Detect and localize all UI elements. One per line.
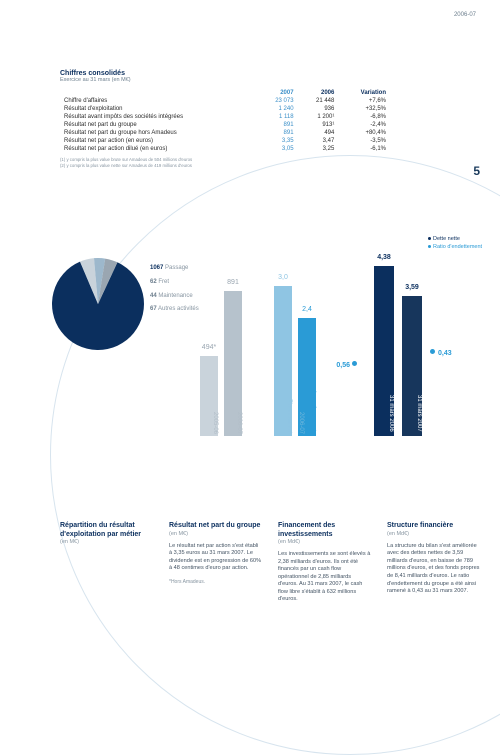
footnote-line: (2) y compris la plus value nette sur Am… [60, 163, 390, 169]
table-cell: 891 [257, 121, 298, 129]
table-cell: 23 073 [257, 97, 298, 105]
table-row: Résultat d'exploitation1 240936+32,5% [60, 105, 390, 113]
column-body: Les investissements se sont élevés à 2,3… [278, 551, 371, 604]
table-col-header [60, 89, 257, 97]
table-cell: 891 [257, 129, 298, 137]
table-row: Résultat net part du groupe hors Amadeus… [60, 129, 390, 137]
text-column: Répartition du résultat d'exploitation p… [60, 522, 153, 604]
column-title: Résultat net part du groupe [169, 522, 262, 530]
bar-year-label: 2006-07 [224, 412, 242, 434]
table-cell: Résultat d'exploitation [60, 105, 257, 113]
table-col-header: 2006 [298, 89, 339, 97]
ratio-dot [352, 361, 357, 366]
column-title: Répartition du résultat d'exploitation p… [60, 522, 153, 539]
bottom-text-columns: Répartition du résultat d'exploitation p… [60, 522, 480, 604]
pie-legend-row: 67 Autres activités [150, 303, 199, 317]
financing-bars: 3,0 Financement 2,4 Investissements2006-… [274, 276, 320, 436]
header-year: 2006-07 [454, 12, 476, 18]
structure-bars: 4,38 31 mars 2006 3,59 31 mars 2007 0,56… [374, 261, 430, 436]
table-title: Chiffres consolidés [60, 70, 390, 77]
column-title: Financement des investissements [278, 522, 371, 539]
bar-value: 3,0 [274, 274, 292, 281]
column-unit: (en M€) [60, 539, 153, 545]
table-cell: 3,25 [298, 145, 339, 153]
table-cell: Résultat net par action dilué (en euros) [60, 145, 257, 153]
bar-year-label: 2005-06 [200, 412, 218, 434]
financial-table: 20072006Variation Chiffre d'affaires23 0… [60, 89, 390, 153]
text-column: Financement des investissements (en Md€)… [278, 522, 371, 604]
table-col-header: Variation [338, 89, 390, 97]
legend-row: Ratio d'endettement [428, 244, 482, 252]
bar-value: 3,59 [402, 284, 422, 291]
table-row: Résultat avant impôts des sociétés intég… [60, 113, 390, 121]
text-column: Structure financière (en Md€) La structu… [387, 522, 480, 604]
consolidated-table-block: Chiffres consolidés Exercice au 31 mars … [60, 70, 390, 168]
column-footnote: *Hors Amadeus. [169, 579, 262, 585]
table-cell: -2,4% [338, 121, 390, 129]
table-footnotes: (1) y compris la plus value brute sur Am… [60, 157, 390, 168]
ratio-dot [430, 349, 435, 354]
table-cell: +80,4% [338, 129, 390, 137]
table-row: Résultat net part du groupe891913¹-2,4% [60, 121, 390, 129]
bar-mid-label: 2006-07 [286, 412, 304, 434]
bar-year-label: 31 mars 2007 [402, 395, 422, 432]
column-unit: (en Md€) [278, 539, 371, 545]
column-unit: (en Md€) [387, 531, 480, 537]
page-number: 5 [473, 164, 480, 178]
table-cell: -6,1% [338, 145, 390, 153]
table-cell: +7,6% [338, 97, 390, 105]
table-cell: 3,05 [257, 145, 298, 153]
structure-legend: Dette netteRatio d'endettement [428, 236, 482, 251]
ratio-value: 0,56 [328, 362, 350, 369]
column-body: La structure du bilan s'est améliorée av… [387, 543, 480, 596]
pie-legend: 1067 Passage62 Fret44 Maintenance67 Autr… [150, 262, 199, 317]
table-cell: 1 118 [257, 113, 298, 121]
legend-row: Dette nette [428, 236, 482, 244]
net-result-bars: 494* 2005-06 891 2006-07 [200, 276, 246, 436]
table-row: Résultat net par action (en euros)3,353,… [60, 137, 390, 145]
pie-legend-row: 44 Maintenance [150, 290, 199, 304]
table-cell: 913¹ [298, 121, 339, 129]
table-cell: Chiffre d'affaires [60, 97, 257, 105]
table-cell: Résultat net part du groupe hors Amadeus [60, 129, 257, 137]
bar-value: 2,4 [298, 306, 316, 313]
table-cell: 1 200¹ [298, 113, 339, 121]
table-row: Résultat net par action dilué (en euros)… [60, 145, 390, 153]
table-cell: 3,35 [257, 137, 298, 145]
bar-year-label: 31 mars 2006 [374, 395, 394, 432]
table-cell: 3,47 [298, 137, 339, 145]
bar-value: 494* [200, 344, 218, 351]
table-row: Chiffre d'affaires23 07321 448+7,6% [60, 97, 390, 105]
table-cell: 936 [298, 105, 339, 113]
table-cell: Résultat net part du groupe [60, 121, 257, 129]
table-cell: +32,5% [338, 105, 390, 113]
table-cell: Résultat avant impôts des sociétés intég… [60, 113, 257, 121]
column-title: Structure financière [387, 522, 480, 530]
pie-legend-row: 1067 Passage [150, 262, 199, 276]
column-body: Le résultat net par action s'est établi … [169, 543, 262, 573]
pie-chart [52, 258, 144, 350]
pie-legend-row: 62 Fret [150, 276, 199, 290]
table-cell: 494 [298, 129, 339, 137]
bar-value: 4,38 [374, 254, 394, 261]
table-cell: 21 448 [298, 97, 339, 105]
column-unit: (en M€) [169, 531, 262, 537]
table-cell: 1 240 [257, 105, 298, 113]
ratio-value: 0,43 [438, 350, 452, 357]
table-cell: -3,5% [338, 137, 390, 145]
table-cell: Résultat net par action (en euros) [60, 137, 257, 145]
table-subtitle: Exercice au 31 mars (en M€) [60, 77, 390, 83]
table-cell: -6,8% [338, 113, 390, 121]
text-column: Résultat net part du groupe (en M€) Le r… [169, 522, 262, 604]
table-col-header: 2007 [257, 89, 298, 97]
bar-value: 891 [224, 279, 242, 286]
